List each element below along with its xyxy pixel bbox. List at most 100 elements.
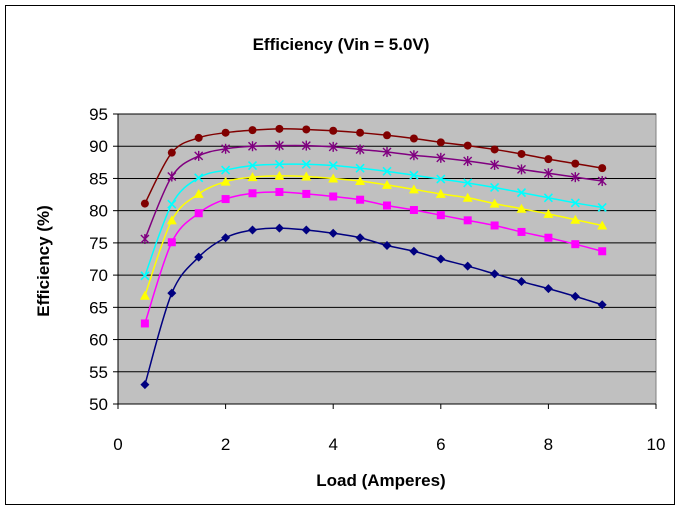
data-point: [248, 141, 257, 152]
data-point: [275, 187, 284, 196]
data-point: [463, 156, 473, 167]
data-point: [517, 164, 526, 175]
data-point: [140, 234, 150, 245]
data-point: [275, 124, 284, 133]
data-point: [462, 192, 473, 202]
data-point: [194, 133, 203, 142]
marker-stroke: [301, 159, 311, 169]
marker-stroke: [597, 202, 607, 213]
data-point: [409, 170, 419, 180]
data-point: [383, 131, 391, 140]
data-point: [139, 290, 150, 300]
data-point: [436, 152, 446, 163]
y-tick-label: 65: [89, 298, 108, 317]
data-point: [140, 319, 149, 328]
y-tick-label: 50: [89, 395, 108, 414]
y-tick-label: 95: [89, 105, 108, 124]
data-point: [382, 147, 392, 158]
data-point: [167, 171, 177, 182]
data-point: [543, 284, 553, 294]
data-point: [383, 201, 391, 210]
data-point: [570, 291, 580, 301]
tick-labels: 50 55 60 65 70 75 80 85 90 95 0 2 4 6 8 10: [89, 105, 665, 454]
data-point: [463, 216, 472, 225]
y-tick-label: 70: [89, 266, 108, 285]
y-tick-label: 75: [89, 234, 108, 253]
x-tick-label: 4: [328, 435, 337, 454]
data-point: [355, 233, 365, 243]
data-point: [140, 380, 150, 390]
data-point: [355, 163, 365, 173]
x-tick-label: 8: [544, 435, 553, 454]
data-point: [274, 140, 284, 151]
marker-stroke: [436, 174, 446, 184]
data-point: [247, 160, 258, 171]
marker-stroke: [382, 166, 392, 176]
data-point: [571, 240, 580, 249]
data-point: [302, 125, 311, 134]
data-point: [329, 126, 338, 135]
data-point: [166, 215, 177, 225]
data-point: [248, 189, 257, 198]
data-point: [382, 166, 392, 176]
y-tick-label: 80: [89, 202, 108, 221]
marker-stroke: [355, 163, 365, 173]
data-point: [436, 211, 445, 220]
data-point: [463, 141, 472, 150]
data-point: [463, 261, 473, 271]
data-point: [221, 128, 230, 137]
x-tick-label: 6: [436, 435, 445, 454]
y-tick-label: 85: [89, 169, 108, 188]
y-tick-label: 90: [89, 137, 108, 156]
data-point: [490, 221, 499, 230]
data-point: [220, 176, 231, 186]
data-point: [544, 155, 553, 164]
y-axis-title: Efficiency (%): [34, 205, 53, 316]
marker-stroke: [194, 173, 204, 183]
data-point: [408, 184, 419, 194]
data-point: [328, 173, 339, 183]
data-point: [221, 165, 231, 175]
data-point: [543, 168, 553, 179]
data-point: [221, 233, 231, 243]
data-point: [409, 246, 419, 256]
axes: [113, 113, 657, 409]
data-point: [355, 176, 366, 186]
data-point: [167, 238, 176, 247]
data-point: [516, 203, 527, 213]
data-point: [167, 148, 176, 157]
x-tick-label: 2: [221, 435, 230, 454]
data-point: [544, 233, 553, 242]
data-point: [489, 198, 500, 208]
marker-stroke: [516, 188, 527, 198]
data-point: [247, 172, 258, 182]
x-tick-label: 10: [647, 435, 666, 454]
data-point: [328, 228, 338, 238]
data-point: [517, 277, 526, 287]
data-point: [516, 188, 527, 198]
data-point: [301, 225, 311, 235]
chart-svg: Efficiency (Vin = 5.0V) 5055606570758085…: [34, 35, 665, 490]
marker-stroke: [490, 182, 500, 193]
data-point: [598, 247, 607, 256]
data-point: [194, 252, 204, 262]
data-point: [543, 193, 553, 203]
data-point: [274, 159, 284, 169]
data-point: [570, 214, 581, 224]
data-point: [517, 149, 526, 158]
marker-stroke: [274, 159, 284, 169]
y-tick-label: 55: [89, 363, 108, 382]
data-point: [301, 140, 311, 151]
data-point: [435, 188, 446, 198]
series-2: [140, 187, 607, 328]
series-line: [144, 144, 603, 240]
chart-container: Efficiency (Vin = 5.0V) 50 55 60 65 70 75 80 85…: [5, 5, 675, 505]
series-5: [140, 140, 607, 245]
series-line: [144, 163, 603, 277]
data-point: [329, 192, 338, 201]
marker-stroke: [167, 199, 177, 209]
data-point: [597, 176, 607, 187]
x-tick-label: 0: [113, 435, 122, 454]
data-point: [543, 208, 554, 218]
data-point: [356, 195, 365, 204]
